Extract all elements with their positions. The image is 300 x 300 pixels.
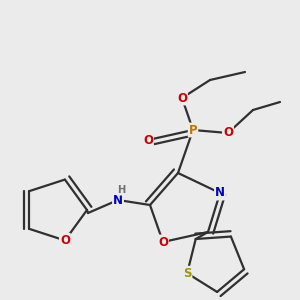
Text: N: N (215, 187, 225, 200)
Text: N: N (113, 194, 123, 206)
Text: P: P (189, 124, 197, 136)
Text: O: O (60, 234, 70, 247)
Text: O: O (223, 127, 233, 140)
Text: O: O (158, 236, 168, 248)
Text: O: O (177, 92, 187, 104)
Text: H: H (117, 185, 125, 195)
Text: S: S (183, 267, 191, 280)
Text: O: O (143, 134, 153, 146)
